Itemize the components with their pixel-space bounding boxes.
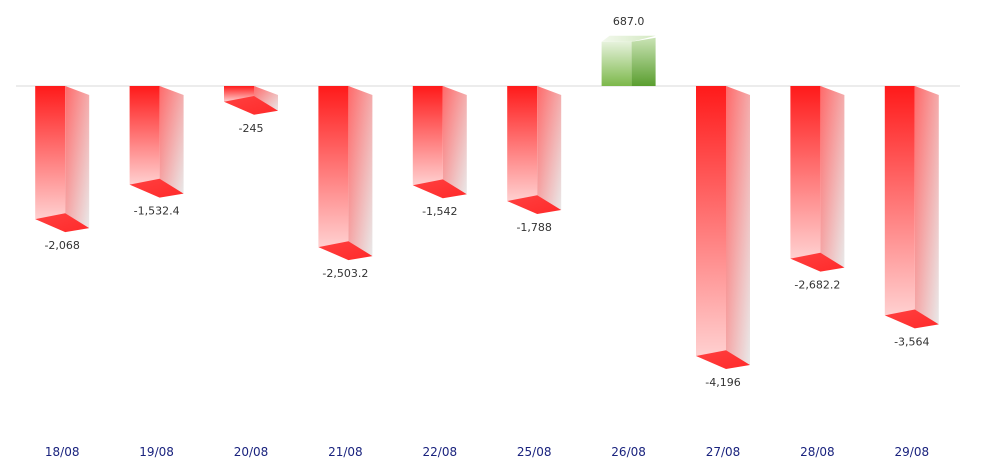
bar xyxy=(507,86,562,215)
bar-front-face xyxy=(507,86,538,202)
bar-end-cap xyxy=(790,252,845,272)
data-label: -2,503.2 xyxy=(322,267,368,280)
bar-end-cap xyxy=(507,195,562,215)
bar-end-cap xyxy=(129,178,184,198)
bar-front-face xyxy=(35,86,66,220)
bar xyxy=(696,86,750,369)
bar xyxy=(35,86,90,233)
x-tick-label: 26/08 xyxy=(611,445,646,459)
data-label: 687.0 xyxy=(613,15,645,28)
bar xyxy=(412,86,467,199)
bar-end-cap xyxy=(35,213,90,233)
bar-side-face xyxy=(65,86,90,229)
bar-side-face xyxy=(726,86,750,365)
data-label: -2,068 xyxy=(44,239,79,252)
data-label: -4,196 xyxy=(705,376,740,389)
bar-front-face xyxy=(790,86,821,259)
bar xyxy=(129,86,184,198)
bar xyxy=(601,35,656,86)
x-tick-label: 28/08 xyxy=(800,445,835,459)
x-tick-label: 21/08 xyxy=(328,445,363,459)
bar xyxy=(224,86,278,115)
bar-side-face xyxy=(537,86,562,211)
bar xyxy=(318,86,373,261)
bar-front-face xyxy=(412,86,443,186)
x-tick-label: 25/08 xyxy=(517,445,552,459)
x-axis-tick-labels: 18/08 19/08 20/08 21/08 22/08 25/08 26/08 27/08… xyxy=(45,445,929,459)
data-label: -1,532.4 xyxy=(134,205,180,218)
bar-end-cap xyxy=(412,179,467,199)
bar-front-face xyxy=(129,86,160,185)
bar-front-face xyxy=(696,86,726,356)
data-labels-group: -2,068 -1,532.4 -245 -2,503.2 -1,542 -1,788 68… xyxy=(44,15,929,389)
bar-end-cap xyxy=(318,241,373,261)
bar-side-face xyxy=(254,86,278,111)
data-label: -1,788 xyxy=(516,221,551,234)
bar-end-cap xyxy=(601,35,656,42)
bars-group xyxy=(35,35,939,369)
data-label: -3,564 xyxy=(894,335,929,348)
bar-side-face xyxy=(348,86,373,257)
x-tick-label: 29/08 xyxy=(895,445,930,459)
bar-end-cap xyxy=(884,309,939,329)
bar xyxy=(884,86,939,329)
data-label: -245 xyxy=(239,122,264,135)
bar-side-face xyxy=(442,86,467,195)
bar-side-face xyxy=(159,86,184,194)
bar-front-face xyxy=(884,86,915,316)
bar-front-face xyxy=(601,41,632,86)
x-tick-label: 18/08 xyxy=(45,445,80,459)
bar-end-cap xyxy=(224,95,278,115)
data-label: -1,542 xyxy=(422,205,457,218)
x-tick-label: 20/08 xyxy=(234,445,269,459)
x-tick-label: 22/08 xyxy=(423,445,458,459)
data-label: -2,682.2 xyxy=(794,279,840,292)
bar xyxy=(790,86,845,272)
bar-side-face xyxy=(914,86,939,325)
bar-side-face xyxy=(631,37,656,86)
x-tick-label: 19/08 xyxy=(139,445,174,459)
bar-end-cap xyxy=(696,350,750,369)
bar-side-face xyxy=(820,86,845,268)
x-tick-label: 27/08 xyxy=(706,445,741,459)
bar-front-face xyxy=(318,86,349,248)
